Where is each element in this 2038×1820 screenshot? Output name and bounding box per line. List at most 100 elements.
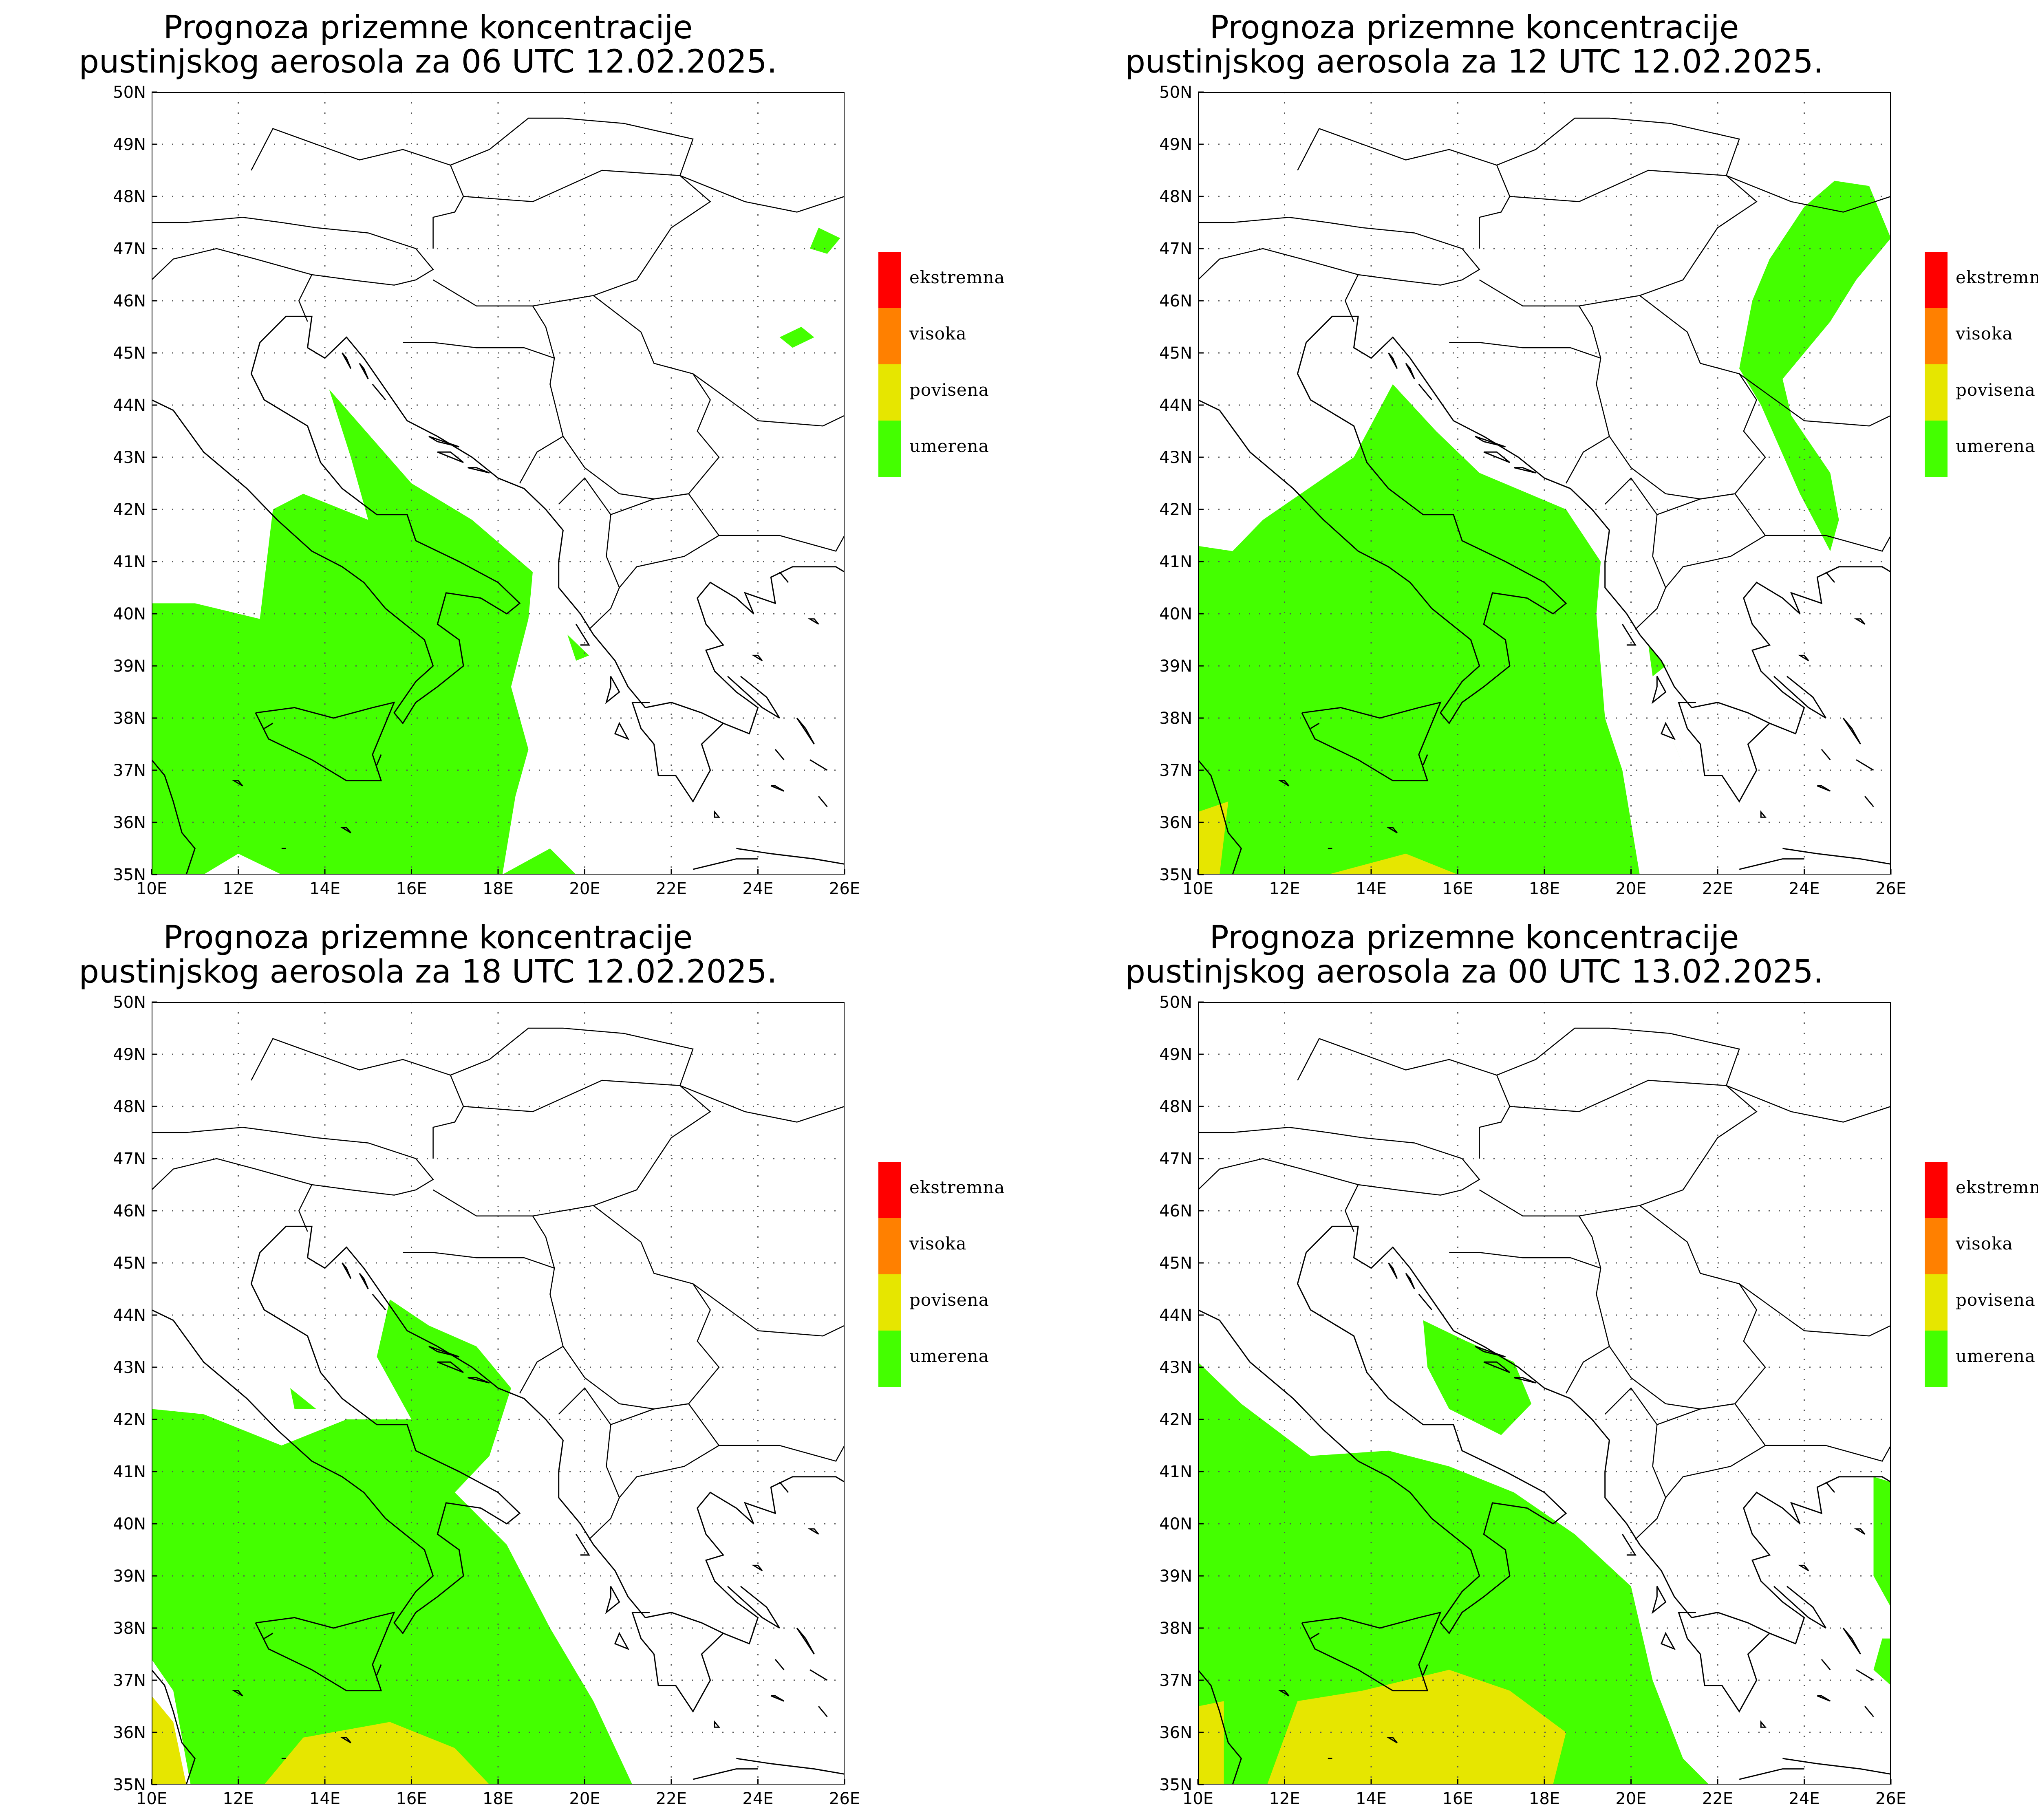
aerosol-zone-umerena [1198, 1362, 1709, 1785]
island-outline [1864, 796, 1874, 807]
lon-tick-label: 20E [569, 1789, 600, 1808]
lat-tick-label: 39N [1159, 657, 1192, 676]
country-border [1578, 306, 1601, 359]
lon-tick-label: 20E [569, 879, 600, 898]
country-border [432, 170, 711, 307]
island-outline [779, 1481, 789, 1493]
country-border [1496, 1027, 1740, 1086]
aerosol-zone-povisena [1267, 1670, 1566, 1785]
coastline [152, 759, 196, 875]
country-border [719, 1445, 845, 1462]
lat-tick-label: 40N [113, 605, 146, 624]
lon-tick-label: 14E [1356, 1789, 1387, 1808]
lon-tick-label: 24E [742, 1789, 773, 1808]
coastline [693, 1768, 758, 1780]
island-outline [1651, 676, 1667, 704]
island-outline [1388, 353, 1398, 369]
lat-tick-label: 46N [1159, 1202, 1192, 1221]
island-outline [1388, 1263, 1398, 1279]
coastline [1739, 858, 1804, 870]
axis-overlay: 35N 36N 37N 38N 39N 40N 41N 42N 43N 44N 45N 46N 47N 4… [113, 83, 860, 898]
lat-tick-label: 50N [1159, 83, 1192, 102]
lon-tick-label: 12E [223, 1789, 254, 1808]
lat-tick-label: 47N [113, 1150, 146, 1168]
lon-tick-label: 10E [136, 879, 167, 898]
lat-tick-label: 35N [1159, 1776, 1192, 1794]
lat-tick-label: 46N [113, 292, 146, 311]
panel-title: Prognoza prizemne koncentracije pustinjs… [1046, 11, 1902, 79]
island-outline [359, 363, 369, 379]
coastline [1743, 1476, 1891, 1645]
island-outline [796, 1628, 815, 1655]
lat-tick-label: 44N [1159, 396, 1192, 415]
lon-tick-label: 12E [223, 879, 254, 898]
legend-label: visoka [1956, 324, 2013, 344]
aerosol-zone-umerena [779, 327, 814, 348]
coastline [259, 315, 725, 803]
legend-swatch [878, 308, 901, 364]
lon-tick-label: 18E [1529, 1789, 1560, 1808]
island-outline [1405, 1273, 1415, 1289]
lat-tick-label: 47N [1159, 240, 1192, 258]
axis-overlay: 35N 36N 37N 38N 39N 40N 41N 42N 43N 44N 45N 46N 47N 4… [1159, 993, 1906, 1808]
lat-tick-label: 50N [113, 83, 146, 102]
island-outline [818, 796, 828, 807]
legend-swatch [1925, 1218, 1948, 1274]
country-border [251, 1038, 464, 1159]
plot-area [1198, 1002, 1891, 1785]
island-outline [1817, 1695, 1831, 1702]
legend-swatch [1925, 252, 1948, 308]
island-outline [770, 1695, 785, 1702]
island-outline [809, 1669, 828, 1681]
legend-swatch [878, 421, 901, 477]
lat-tick-label: 40N [113, 1515, 146, 1534]
lat-tick-label: 41N [1159, 1463, 1192, 1481]
map-layers [1198, 92, 1891, 875]
legend-label: ekstremna [909, 267, 1005, 287]
lon-tick-label: 26E [829, 1789, 860, 1808]
island-outline [1842, 718, 1861, 745]
lat-tick-label: 37N [113, 761, 146, 780]
country-border [693, 373, 845, 427]
forecast-panel-12utc: Prognoza prizemne koncentracije pustinjs… [1046, 0, 2038, 910]
lat-tick-label: 35N [113, 866, 146, 884]
lat-tick-label: 49N [1159, 1045, 1192, 1064]
lat-tick-label: 37N [113, 1671, 146, 1690]
lon-tick-label: 26E [829, 879, 860, 898]
country-border [432, 1080, 711, 1217]
lat-tick-label: 42N [113, 1410, 146, 1429]
panel-title: Prognoza prizemne koncentracije pustinjs… [1046, 921, 1902, 989]
coastline [1773, 1586, 1826, 1629]
island-outline [232, 780, 243, 787]
lat-tick-label: 43N [1159, 448, 1192, 467]
island-outline [1386, 1737, 1398, 1743]
aerosol-zone-umerena [810, 227, 840, 254]
lon-tick-label: 18E [1529, 879, 1560, 898]
island-outline [1278, 780, 1290, 787]
lat-tick-label: 49N [1159, 135, 1192, 154]
lon-tick-label: 22E [656, 879, 687, 898]
country-border [450, 117, 694, 176]
coastline [697, 1476, 845, 1645]
aerosol-zone-umerena [567, 635, 589, 661]
aerosol-zone-umerena [290, 1388, 316, 1409]
lat-tick-label: 45N [113, 1254, 146, 1273]
aerosol-zone-povisena [264, 1722, 520, 1785]
legend-label: ekstremna [1956, 1177, 2038, 1197]
legend-swatch [878, 1218, 901, 1274]
lat-tick-label: 39N [1159, 1567, 1192, 1586]
lat-tick-label: 50N [113, 993, 146, 1012]
panel-title-line2: pustinjskog aerosola za 12 UTC 12.02.202… [1125, 44, 1824, 80]
lat-tick-label: 46N [1159, 292, 1192, 311]
aerosol-zone-umerena [1873, 1638, 1891, 1686]
coastline [1301, 1611, 1442, 1692]
island-outline [1854, 1528, 1866, 1535]
aerosol-zone-umerena [1739, 181, 1891, 551]
island-outline [807, 618, 819, 625]
country-border [1609, 295, 1766, 500]
map-layers [1198, 1002, 1891, 1785]
legend-label: povisena [909, 1290, 989, 1310]
map-layers [152, 1002, 845, 1785]
lon-tick-label: 14E [309, 879, 340, 898]
island-outline [1854, 618, 1866, 625]
